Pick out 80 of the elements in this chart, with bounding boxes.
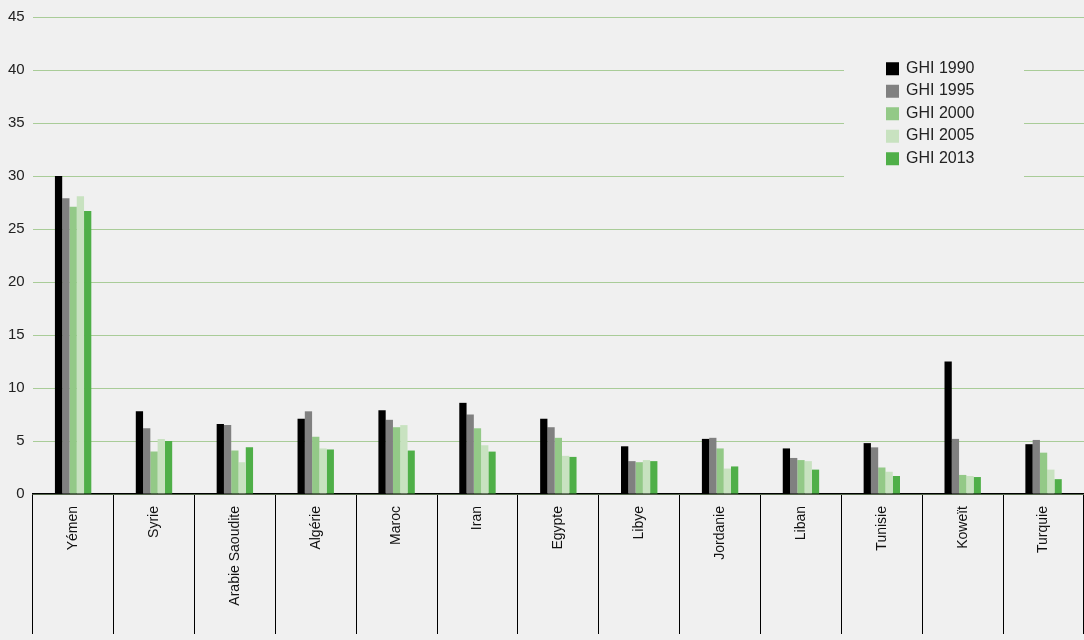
bar — [790, 457, 798, 494]
bar — [150, 451, 158, 494]
x-tick-label: Iran — [468, 506, 485, 531]
y-tick-label: 5 — [16, 431, 25, 449]
bar — [1047, 469, 1055, 494]
bar — [811, 469, 820, 494]
y-tick-label: 40 — [8, 60, 25, 78]
x-tick-label: Turquie — [1034, 505, 1051, 553]
bar — [804, 461, 812, 494]
x-tick-label: Liban — [791, 506, 808, 541]
bar — [1032, 439, 1040, 494]
bar — [951, 438, 960, 494]
bar — [245, 447, 254, 494]
bar — [231, 450, 239, 494]
y-tick-label: 45 — [8, 7, 25, 25]
y-tick-label: 35 — [8, 113, 25, 131]
bar — [407, 450, 415, 494]
x-tick-label: Koweït — [953, 505, 970, 549]
bar — [1039, 452, 1048, 494]
bar — [966, 475, 974, 494]
x-tick-label: Syrie — [144, 505, 161, 538]
bar — [304, 411, 313, 494]
bar — [319, 448, 327, 494]
bar — [76, 196, 85, 494]
bar — [164, 441, 173, 494]
bar — [312, 436, 320, 494]
bar — [569, 456, 577, 494]
bar — [143, 428, 151, 494]
x-tick-label: Yémen — [63, 506, 80, 551]
legend-label: GHI 2013 — [906, 148, 975, 166]
bar — [959, 474, 967, 494]
legend-label: GHI 2005 — [906, 126, 975, 144]
legend-label: GHI 2000 — [906, 103, 975, 121]
bar — [392, 427, 401, 494]
bar — [878, 467, 886, 494]
bar — [561, 455, 570, 494]
bar — [84, 210, 92, 494]
bar — [635, 462, 643, 494]
y-tick-label: 10 — [8, 378, 25, 396]
y-tick-label: 25 — [8, 219, 25, 237]
bar — [157, 438, 165, 494]
bar — [731, 466, 739, 494]
bar — [870, 447, 879, 494]
bar — [709, 437, 717, 494]
bar — [1054, 479, 1062, 494]
bar — [62, 198, 70, 494]
y-tick-label: 20 — [8, 272, 25, 290]
bar — [973, 477, 981, 494]
bar — [488, 451, 496, 494]
bar — [466, 414, 474, 494]
x-tick-label: Algérie — [306, 505, 323, 550]
x-tick-label: Maroc — [387, 506, 404, 545]
bar — [716, 448, 724, 494]
bar — [385, 419, 393, 494]
x-tick-label: Libye — [630, 505, 647, 540]
bar — [885, 471, 893, 494]
bar — [892, 475, 901, 494]
bar — [326, 449, 334, 494]
bar — [69, 206, 77, 494]
y-tick-label: 30 — [8, 166, 25, 184]
bar — [238, 462, 246, 494]
legend-label: GHI 1990 — [906, 58, 975, 76]
bar — [547, 427, 555, 494]
bar — [400, 425, 408, 494]
bar — [797, 460, 805, 494]
bar — [642, 460, 651, 494]
x-tick-label: Tunisie — [872, 505, 889, 551]
bar — [723, 468, 731, 494]
bar — [473, 428, 482, 494]
x-tick-label: Jordanie — [710, 505, 727, 560]
y-tick-label: 0 — [16, 484, 25, 502]
bar — [628, 461, 636, 494]
bar — [223, 425, 232, 494]
x-tick-label: Arabie Saoudite — [225, 505, 242, 606]
bar — [481, 445, 489, 494]
legend-label: GHI 1995 — [906, 81, 975, 99]
bar — [554, 437, 562, 494]
x-tick-label: Egypte — [549, 505, 566, 550]
y-tick-label: 15 — [8, 325, 25, 343]
bar — [650, 461, 658, 494]
